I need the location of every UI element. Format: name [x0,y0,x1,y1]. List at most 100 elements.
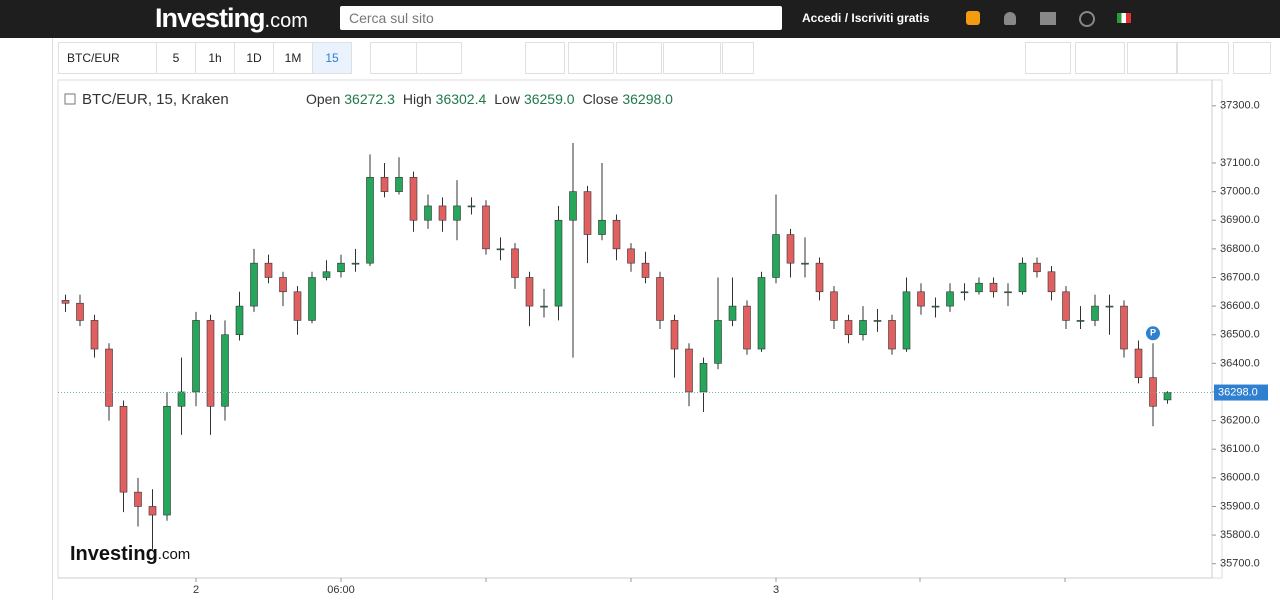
candle-body [206,320,215,407]
collapse-box [64,93,76,105]
login[interactable]: Accedi / Iscriviti gratis [802,11,929,25]
candle-body [177,391,186,407]
line-button[interactable] [416,42,462,74]
camera-button[interactable] [1025,42,1071,74]
left-toolbar [0,38,53,600]
candle-body [293,291,302,321]
candle-body [1033,262,1041,273]
y-tick-label: 36100.0 [1220,443,1260,455]
interval-button[interactable]: 5 [156,42,196,74]
y-tick-label: 36800.0 [1220,243,1260,255]
candle-body [772,234,780,278]
candle-body [148,506,157,516]
candle-body [598,219,606,235]
candle-body [685,348,693,393]
icon[interactable] [966,11,980,25]
candle-body [1120,305,1128,350]
candle-body [1163,392,1172,401]
candle-button[interactable] [370,42,418,74]
interval-button[interactable]: 1D [234,42,274,74]
candle-body [1105,305,1114,308]
y-tick-label: 37000.0 [1220,186,1260,198]
candle-body [641,262,650,278]
candle-body [1047,271,1056,293]
candle-body [119,405,128,493]
candle-body [612,219,621,250]
flag[interactable] [1117,13,1131,23]
candle-body [989,282,998,293]
candle-body [540,305,548,308]
candle-body [1062,291,1070,321]
y-tick-label: 35700.0 [1220,558,1260,570]
candle-body [192,320,200,393]
candle-body [351,262,360,265]
candle-body [264,262,273,278]
candle-body [801,262,809,265]
candle-body [221,334,229,407]
cloud-load[interactable] [1127,42,1177,74]
tools[interactable] [14,52,38,76]
ohlc-legend: Open 36272.3 High 36302.4 Low 36259.0 Close 362… [306,91,673,107]
layout-button[interactable] [1075,42,1125,74]
candle-body [322,271,331,278]
cloud-save[interactable] [1177,42,1229,74]
candle-body [1091,305,1099,321]
legend-value: 36302.4 [436,91,487,107]
y-tick-label: 35900.0 [1220,500,1260,512]
candle-body [482,205,490,250]
candle-body [946,291,954,307]
portfolio-icon[interactable] [1040,12,1056,25]
candle-body [627,248,635,264]
candle-body [366,177,374,264]
login-link[interactable]: Accedi [802,11,842,25]
fullscreen[interactable] [1233,42,1271,74]
candle-body [670,320,679,350]
watermark-text: Investing [70,543,158,565]
indicators-button[interactable] [568,42,614,74]
interval-button[interactable]: 1h [195,42,235,74]
candle-body [859,320,867,336]
candle-body [975,282,983,293]
y-tick-label: 36900.0 [1220,214,1260,226]
y-tick-label: 36500.0 [1220,329,1260,341]
legend-value: 36259.0 [524,91,575,107]
candle-body [163,405,171,516]
clock-icon[interactable] [1079,11,1095,27]
y-tick-label: 36700.0 [1220,271,1260,283]
plot-frame [57,79,1223,579]
logo[interactable]: Investing.com [155,3,308,34]
candle-body [279,277,287,293]
compare-button[interactable] [616,42,662,74]
candle-body [569,191,577,221]
watermark: Investing.com [70,543,190,565]
x-tick-label: 2 [193,584,199,596]
candle-body [235,305,244,336]
candle-body [424,205,432,221]
legend-name: Close [583,91,619,107]
candle-body [728,305,737,321]
candle-body [1149,377,1157,407]
candle-body [409,177,418,221]
logo-text: Investing [155,3,266,33]
y-tick-label: 36200.0 [1220,414,1260,426]
bell-icon[interactable] [1004,12,1016,25]
settings-button[interactable] [525,42,565,74]
candle-body [714,320,722,364]
undo-redo[interactable] [663,42,721,74]
alert-button[interactable] [722,42,754,74]
candle-body [453,205,461,221]
chart-title: BTC/EUR, 15, Kraken [82,91,229,108]
last-price-label: 36298.0 [1218,386,1258,398]
search-box[interactable]: Cerca sul sito [340,6,782,30]
candle-body [395,177,403,192]
candle-body [525,277,534,307]
interval-button[interactable]: 15 [312,42,352,74]
interval-button[interactable]: 1M [273,42,313,74]
candle-body [308,277,316,321]
candle-body [873,320,882,322]
signup-link[interactable]: Iscriviti gratis [851,11,930,25]
symbol[interactable]: BTC/EUR [58,42,158,74]
candle-body [76,302,84,321]
